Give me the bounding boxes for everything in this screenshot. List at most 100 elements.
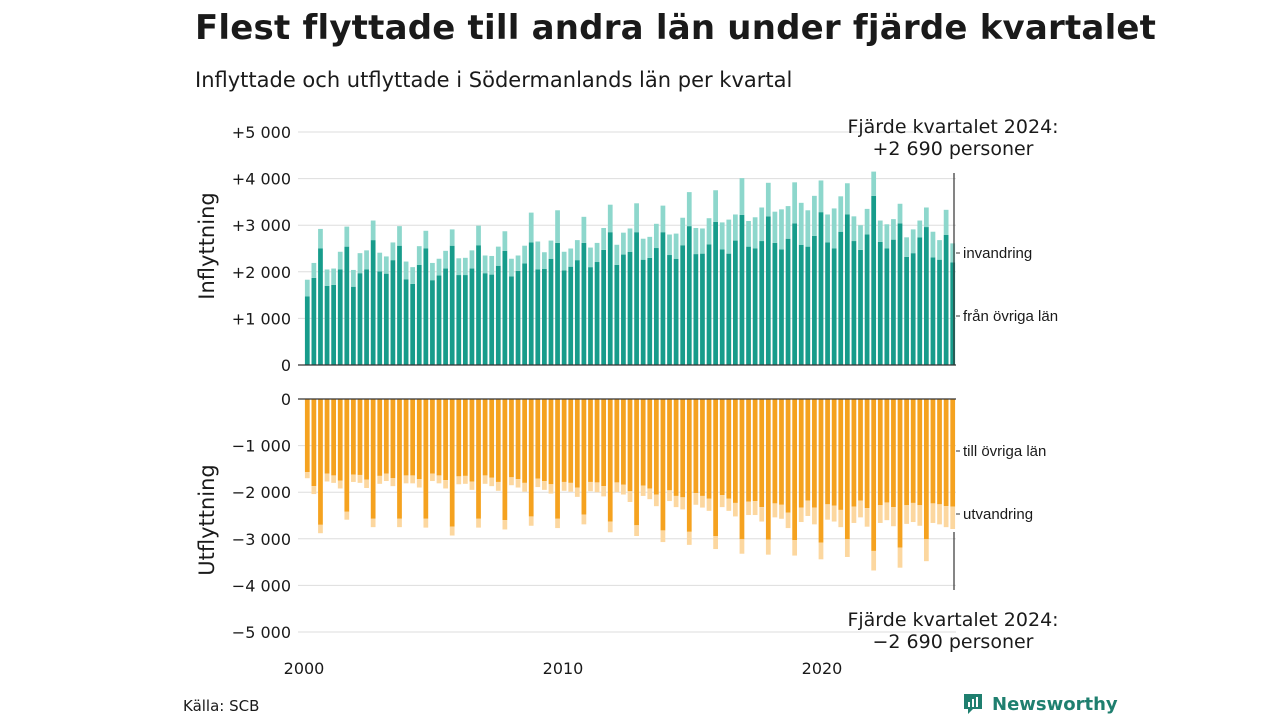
bar-in-domestic (825, 242, 830, 365)
bottom-y-tick-label: −5 000 (232, 623, 291, 642)
bar-in-domestic (719, 249, 725, 365)
bar-in-immigration (495, 246, 501, 266)
bar-out-emigration (482, 475, 488, 484)
bar-in-immigration (601, 227, 607, 250)
bar-out-domestic (469, 399, 475, 482)
bar-in-domestic (673, 258, 679, 365)
bar-out-domestic (390, 399, 396, 479)
bar-out-domestic (877, 399, 883, 506)
bar-out-emigration (910, 502, 916, 523)
bar-in-domestic (713, 221, 718, 365)
bar-out-emigration (805, 500, 811, 516)
bar-out-domestic (713, 399, 718, 537)
bar-out-emigration (509, 477, 514, 486)
bar-in-immigration (627, 228, 633, 252)
bar-in-domestic (706, 244, 712, 365)
top-y-tick-label: +5 000 (232, 123, 291, 142)
bar-out-emigration (943, 506, 949, 528)
bar-out-emigration (318, 524, 323, 534)
bar-out-domestic (581, 399, 587, 515)
bar-out-emigration (331, 475, 337, 483)
bar-out-domestic (667, 399, 672, 491)
bar-in-immigration (304, 279, 310, 297)
bar-out-domestic (594, 399, 600, 483)
label-utvandring: utvandring (963, 506, 1033, 523)
bar-in-domestic (489, 274, 495, 365)
label-fran-ovriga-lan: från övriga län (963, 308, 1058, 325)
bar-out-domestic (522, 399, 527, 483)
bar-in-domestic (765, 216, 771, 365)
bar-in-immigration (647, 236, 653, 258)
bar-out-domestic (640, 399, 646, 486)
chart-title: Flest flyttade till andra län under fjär… (195, 8, 1157, 48)
bar-in-domestic (844, 214, 850, 365)
bar-in-domestic (733, 240, 738, 365)
bar-in-immigration (337, 251, 343, 270)
bar-in-domestic (667, 255, 672, 365)
bar-in-immigration (891, 219, 896, 240)
bar-in-domestic (456, 275, 462, 365)
top-y-tick-label: +3 000 (232, 216, 291, 235)
bar-in-immigration (555, 210, 560, 243)
bar-out-domestic (337, 399, 343, 481)
bar-out-domestic (410, 399, 416, 476)
bar-in-immigration (719, 222, 725, 250)
bar-in-domestic (397, 245, 402, 365)
bar-in-immigration (410, 267, 416, 284)
top-y-axis-title: Inflyttning (195, 192, 219, 299)
bar-in-domestic (390, 260, 396, 365)
bar-out-domestic (495, 399, 501, 482)
bar-in-domestic (640, 259, 646, 365)
bar-out-domestic (528, 399, 534, 517)
bar-in-domestic (423, 248, 429, 365)
bar-in-domestic (686, 226, 692, 365)
bar-out-domestic (370, 399, 376, 519)
bar-in-immigration (403, 261, 409, 280)
bar-in-domestic (304, 296, 310, 365)
bar-out-emigration (416, 479, 422, 488)
bar-in-immigration (423, 230, 429, 249)
bar-out-emigration (653, 494, 659, 507)
bar-in-domestic (627, 251, 633, 365)
bar-in-immigration (805, 210, 811, 247)
bar-in-domestic (930, 257, 936, 365)
bar-out-domestic (897, 399, 903, 548)
bar-in-immigration (502, 231, 508, 251)
bar-out-emigration (765, 539, 771, 555)
bar-out-domestic (443, 399, 448, 481)
bar-in-domestic (509, 276, 514, 365)
bar-in-immigration (588, 247, 593, 268)
bar-out-emigration (726, 498, 732, 511)
bar-out-domestic (844, 399, 850, 540)
x-tick-label: 2010 (543, 659, 584, 678)
bar-in-immigration (851, 216, 857, 242)
bar-out-domestic (937, 399, 942, 505)
bar-out-emigration (825, 504, 830, 520)
bar-out-emigration (746, 501, 751, 516)
bar-in-domestic (923, 227, 929, 365)
bar-out-domestic (430, 399, 435, 474)
bar-in-domestic (443, 268, 448, 365)
bar-out-domestic (818, 399, 824, 543)
bar-out-domestic (449, 399, 455, 527)
bar-in-immigration (548, 240, 554, 259)
bar-in-domestic (831, 248, 837, 365)
bar-out-emigration (864, 508, 870, 527)
bar-in-immigration (667, 234, 672, 256)
bar-in-domestic (482, 273, 488, 365)
bar-out-domestic (805, 399, 811, 501)
bar-in-domestic (897, 223, 903, 365)
bar-out-emigration (555, 518, 560, 529)
bar-out-domestic (397, 399, 402, 519)
bar-out-emigration (370, 518, 376, 528)
bar-out-emigration (364, 479, 369, 489)
bar-in-immigration (693, 227, 699, 255)
bar-in-domestic (528, 242, 534, 365)
bar-out-domestic (621, 399, 626, 485)
bar-in-domestic (594, 262, 600, 365)
bar-in-immigration (634, 203, 639, 233)
bar-out-emigration (528, 516, 534, 526)
bar-in-domestic (377, 271, 383, 365)
bar-in-domestic (937, 259, 942, 365)
bar-in-domestic (403, 279, 409, 365)
